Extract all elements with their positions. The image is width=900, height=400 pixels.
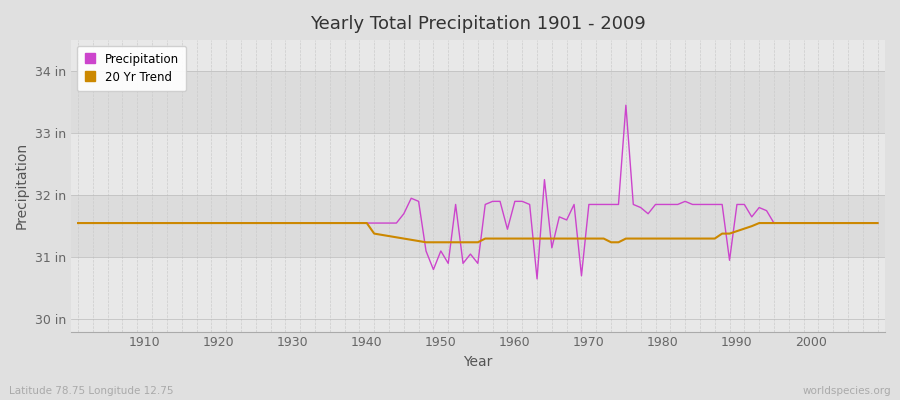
X-axis label: Year: Year — [464, 355, 492, 369]
Precipitation — [295, 221, 306, 226]
20 Yr Trend — [132, 221, 143, 226]
Precipitation — [872, 221, 883, 226]
Precipitation — [73, 221, 84, 226]
20 Yr Trend — [509, 236, 520, 241]
Precipitation — [509, 199, 520, 204]
20 Yr Trend — [606, 240, 616, 245]
Bar — [71, 133, 885, 195]
Precipitation — [132, 221, 143, 226]
Bar — [71, 71, 885, 133]
20 Yr Trend — [73, 221, 84, 226]
Precipitation — [532, 276, 543, 281]
Line: 20 Yr Trend: 20 Yr Trend — [78, 223, 878, 242]
Legend: Precipitation, 20 Yr Trend: Precipitation, 20 Yr Trend — [76, 46, 186, 91]
Text: worldspecies.org: worldspecies.org — [803, 386, 891, 396]
20 Yr Trend — [339, 221, 350, 226]
Text: Latitude 78.75 Longitude 12.75: Latitude 78.75 Longitude 12.75 — [9, 386, 174, 396]
Line: Precipitation: Precipitation — [78, 105, 878, 279]
20 Yr Trend — [872, 221, 883, 226]
Title: Yearly Total Precipitation 1901 - 2009: Yearly Total Precipitation 1901 - 2009 — [310, 15, 645, 33]
20 Yr Trend — [420, 240, 431, 245]
Bar — [71, 319, 885, 332]
20 Yr Trend — [517, 236, 527, 241]
Precipitation — [502, 227, 513, 232]
Precipitation — [339, 221, 350, 226]
Precipitation — [620, 103, 631, 108]
20 Yr Trend — [295, 221, 306, 226]
Bar — [71, 40, 885, 71]
Bar — [71, 257, 885, 319]
Bar — [71, 195, 885, 257]
Y-axis label: Precipitation: Precipitation — [15, 142, 29, 230]
Precipitation — [606, 202, 616, 207]
